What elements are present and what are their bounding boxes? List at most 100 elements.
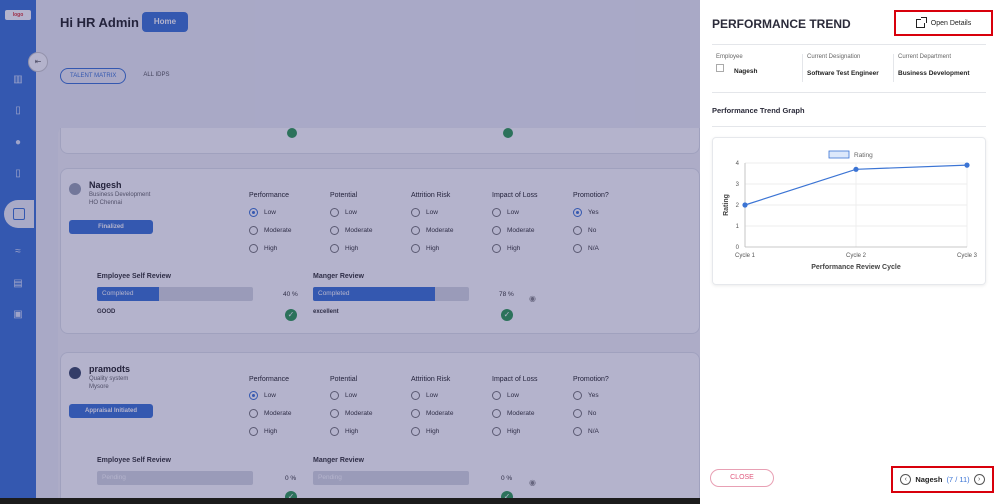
legend-label: Rating	[854, 152, 873, 159]
eye-icon[interactable]: ◉	[529, 294, 536, 303]
self-review-progress: Pending	[97, 471, 253, 485]
library-icon[interactable]: ▯	[15, 168, 21, 179]
sidebar-item-talent-active[interactable]	[4, 200, 34, 228]
manager-review-percent: 0 %	[501, 475, 513, 482]
y-axis-label: Rating	[723, 194, 730, 216]
column-potential: Potential	[330, 376, 358, 383]
performance-trend-drawer: PERFORMANCE TREND Open Details Employee …	[700, 0, 1006, 504]
employee-name: pramodts	[89, 364, 131, 374]
employee-department: Business Development	[89, 192, 151, 198]
employee-info: Employee Nagesh	[716, 54, 757, 75]
y-tick-label: 1	[736, 224, 740, 230]
book-icon[interactable]: ▯	[15, 105, 21, 116]
avatar	[69, 183, 81, 195]
column-performance: Performance	[249, 192, 290, 199]
team-icon[interactable]: ●	[14, 137, 22, 148]
radio-potential-moderate[interactable]: Moderate	[330, 409, 372, 418]
tab-talent-matrix[interactable]: TALENT MATRIX	[60, 68, 127, 84]
x-axis-label: Performance Review Cycle	[811, 264, 901, 271]
column-promotion: Promotion?	[573, 376, 609, 383]
radio-promotion-no[interactable]: No	[573, 226, 596, 235]
radio-promotion-na[interactable]: N/A	[573, 427, 599, 436]
document-icon[interactable]: ▤	[13, 278, 23, 289]
check-icon: ✓	[285, 309, 297, 321]
employee-card: pramodts Quality system Mysore Appraisal…	[60, 352, 700, 504]
radio-performance-low[interactable]: Low	[249, 391, 276, 400]
close-button[interactable]: CLOSE	[710, 469, 774, 487]
employee-department: Quality system	[89, 376, 129, 382]
department-info: Current Department Business Development	[898, 54, 970, 77]
eye-icon[interactable]: ◉	[529, 478, 536, 487]
department-label: Current Department	[898, 54, 952, 60]
manager-review-status: Pending	[318, 474, 342, 481]
employee-location: Mysore	[89, 384, 109, 390]
manager-review-heading: Manger Review	[313, 457, 364, 464]
open-details-button[interactable]: Open Details	[894, 10, 993, 36]
taskbar-strip	[0, 498, 700, 504]
radio-attrition-low[interactable]: Low	[411, 391, 438, 400]
status-badge: Finalized	[69, 220, 153, 234]
radio-performance-high[interactable]: High	[249, 427, 277, 436]
designation-value: Software Test Engineer	[807, 70, 879, 77]
manager-review-progress: Completed	[313, 287, 469, 301]
radio-impact-low[interactable]: Low	[492, 391, 519, 400]
column-performance: Performance	[249, 376, 290, 383]
radio-impact-moderate[interactable]: Moderate	[492, 409, 534, 418]
y-tick-label: 2	[736, 203, 740, 209]
previous-arrow-icon[interactable]: ‹	[900, 474, 912, 485]
employee-pager: ‹ Nagesh (7 / 11) ›	[891, 466, 994, 493]
radio-attrition-moderate[interactable]: Moderate	[411, 409, 453, 418]
radio-impact-high[interactable]: High	[492, 244, 520, 253]
home-button[interactable]: Home	[142, 12, 188, 32]
radio-potential-low[interactable]: Low	[330, 391, 357, 400]
radio-attrition-moderate[interactable]: Moderate	[411, 226, 453, 235]
sidebar: logo ▥ ▯ ● ▯ ≈ ▤ ▣	[0, 0, 36, 504]
view-tabs: TALENT MATRIX ALL IDPS	[60, 68, 178, 84]
designation-label: Current Designation	[807, 54, 861, 60]
main-content: Hi HR Admin Home ⇤ TALENT MATRIX ALL IDP…	[28, 0, 718, 504]
dashboard-icon[interactable]: ▥	[13, 74, 23, 85]
divider	[712, 92, 986, 93]
radio-potential-high[interactable]: High	[330, 244, 358, 253]
modal-backdrop[interactable]	[0, 0, 700, 504]
self-review-status: Pending	[102, 474, 126, 481]
self-review-percent: 40 %	[283, 291, 298, 298]
check-icon: ✓	[501, 309, 513, 321]
x-tick-label: Cycle 2	[846, 253, 867, 259]
divider	[802, 54, 803, 82]
app-logo: logo	[5, 10, 31, 20]
divider	[712, 126, 986, 127]
external-link-icon	[915, 16, 927, 28]
radio-attrition-high[interactable]: High	[411, 244, 439, 253]
collapse-sidebar-icon[interactable]: ⇤	[28, 52, 48, 72]
radio-impact-low[interactable]: Low	[492, 208, 519, 217]
radio-performance-high[interactable]: High	[249, 244, 277, 253]
designation-info: Current Designation Software Test Engine…	[807, 54, 879, 77]
performance-trend-chart: Rating 0 1 2 3 4 Cycle 1 Cycle 2 Cycle 3 Performa…	[723, 150, 978, 271]
radio-potential-low[interactable]: Low	[330, 208, 357, 217]
self-review-heading: Employee Self Review	[97, 457, 171, 464]
radio-promotion-yes[interactable]: Yes	[573, 391, 599, 400]
check-icon	[503, 128, 513, 138]
radio-potential-moderate[interactable]: Moderate	[330, 226, 372, 235]
radio-performance-moderate[interactable]: Moderate	[249, 226, 291, 235]
radio-promotion-na[interactable]: N/A	[573, 244, 599, 253]
avatar	[716, 64, 724, 72]
radio-promotion-no[interactable]: No	[573, 409, 596, 418]
handshake-icon[interactable]: ≈	[15, 246, 21, 257]
radio-performance-moderate[interactable]: Moderate	[249, 409, 291, 418]
tab-all-idps[interactable]: ALL IDPS	[143, 72, 170, 78]
calendar-icon[interactable]: ▣	[13, 309, 23, 320]
avatar	[69, 367, 81, 379]
data-point-rating	[853, 166, 859, 172]
radio-performance-low[interactable]: Low	[249, 208, 276, 217]
next-arrow-icon[interactable]: ›	[973, 474, 985, 485]
manager-review-heading: Manger Review	[313, 273, 364, 280]
data-point-rating	[742, 202, 748, 208]
radio-attrition-low[interactable]: Low	[411, 208, 438, 217]
radio-promotion-yes[interactable]: Yes	[573, 208, 599, 217]
radio-impact-moderate[interactable]: Moderate	[492, 226, 534, 235]
radio-attrition-high[interactable]: High	[411, 427, 439, 436]
radio-potential-high[interactable]: High	[330, 427, 358, 436]
radio-impact-high[interactable]: High	[492, 427, 520, 436]
